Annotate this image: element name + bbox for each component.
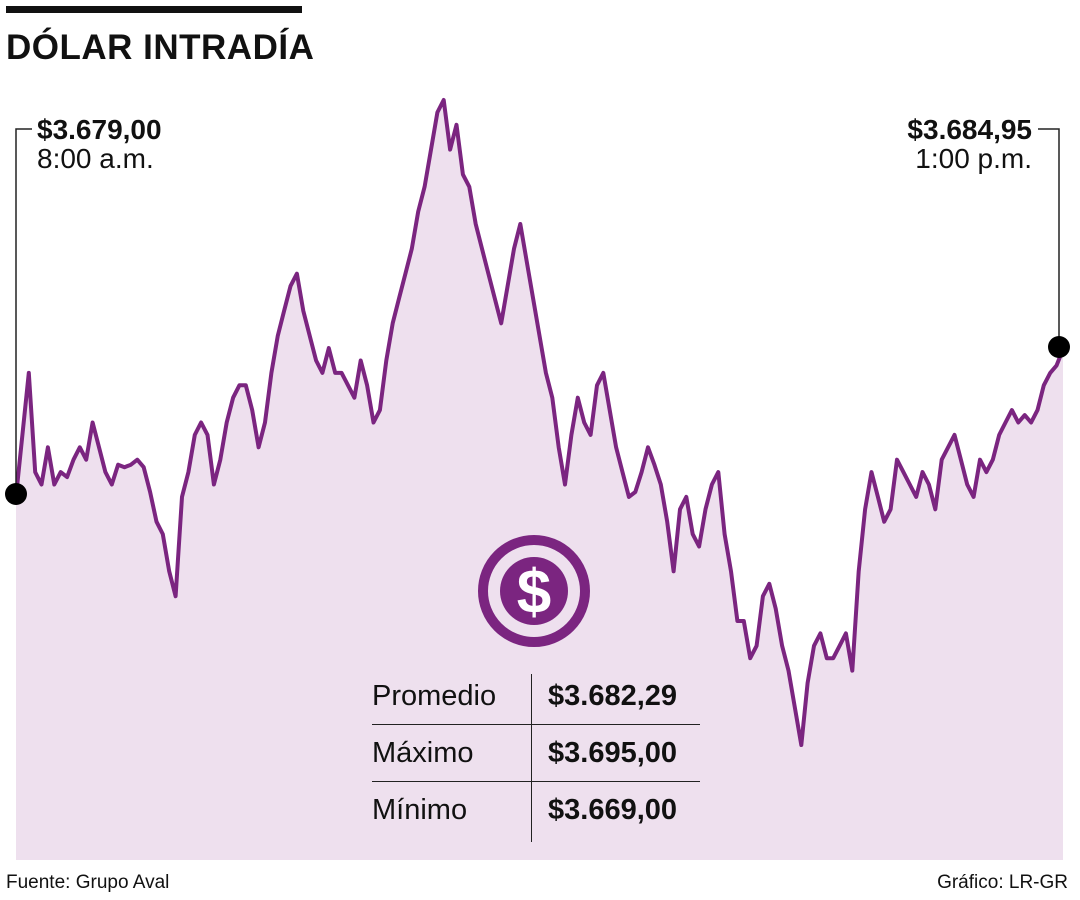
source-credit: Fuente: Grupo Aval <box>6 872 170 893</box>
stat-value: $3.669,00 <box>548 794 678 826</box>
start-annotation: $3.679,00 8:00 a.m. <box>37 115 162 174</box>
stat-row-maximo: Máximo $3.695,00 <box>372 725 704 782</box>
graphic-credit: Gráfico: LR-GR <box>937 872 1068 893</box>
stat-row-promedio: Promedio $3.682,29 <box>372 668 704 725</box>
price-series-line <box>14 98 1065 747</box>
svg-text:$: $ <box>517 558 551 627</box>
stats-divider <box>531 674 532 842</box>
stat-label: Máximo <box>372 737 474 769</box>
end-value-label: $3.684,95 <box>907 114 1032 145</box>
stat-row-minimo: Mínimo $3.669,00 <box>372 782 704 839</box>
start-value-label: $3.679,00 <box>37 114 162 145</box>
dollar-coin-icon: $ <box>478 535 590 647</box>
start-point-marker <box>5 483 27 505</box>
stat-value: $3.682,29 <box>548 680 678 712</box>
stat-label: Promedio <box>372 680 497 712</box>
end-annotation: $3.684,95 1:00 p.m. <box>907 115 1032 174</box>
end-leader-line <box>1038 128 1060 347</box>
area-fill <box>16 100 1063 860</box>
stat-label: Mínimo <box>372 794 468 826</box>
end-point-marker <box>1048 336 1070 358</box>
start-time-label: 8:00 a.m. <box>37 143 154 175</box>
start-leader-line <box>15 128 32 494</box>
chart-title: DÓLAR INTRADÍA <box>6 28 315 67</box>
stats-table: Promedio $3.682,29 Máximo $3.695,00 Míni… <box>372 668 704 842</box>
end-time-label: 1:00 p.m. <box>915 143 1032 175</box>
title-rule <box>6 6 302 13</box>
stat-value: $3.695,00 <box>548 737 678 769</box>
